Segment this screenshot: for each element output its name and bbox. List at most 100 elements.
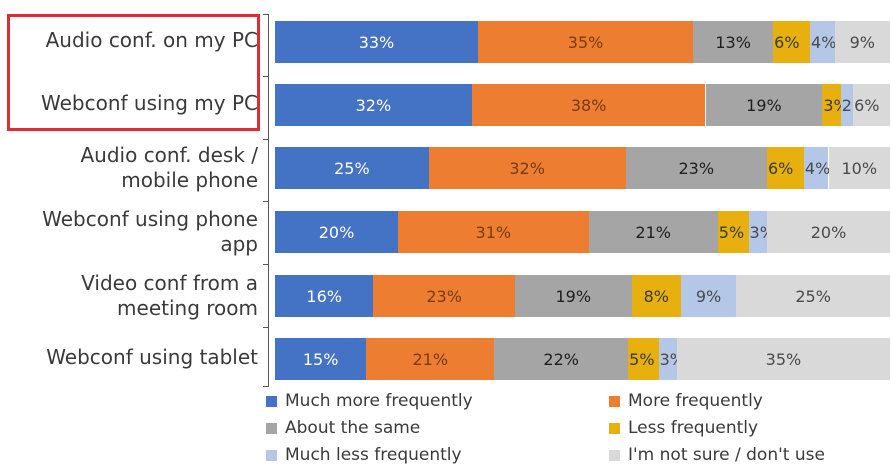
- bar-segment-much-less-frequently: [748, 211, 767, 253]
- data-label: 9%: [849, 32, 875, 52]
- legend-label: More frequently: [628, 391, 763, 411]
- bar-segment-more-frequently: [428, 147, 626, 189]
- bar-segment-much-less-frequently: [658, 338, 677, 380]
- legend-item-more-frequently: More frequently: [609, 391, 763, 411]
- category-label-line: meeting room: [117, 296, 258, 320]
- bar-segment-i-m-not-sure-don-t-use: [676, 338, 890, 380]
- data-label: 35%: [567, 32, 604, 52]
- bar-segment-less-frequently: [773, 21, 811, 63]
- bar-segment-much-more-frequently: [275, 147, 429, 189]
- category-label-audio-conf-desk-mobile-phone: Audio conf. desk / mobile phone: [0, 143, 258, 193]
- bar-segment-much-more-frequently: [275, 84, 472, 126]
- bar-segment-about-the-same: [625, 147, 767, 189]
- data-label: 23%: [426, 286, 462, 306]
- bar-segment-about-the-same: [693, 21, 774, 63]
- data-label: 4%: [804, 158, 831, 178]
- axis-tick: [263, 201, 269, 202]
- category-label-line: Video conf from a: [81, 271, 258, 295]
- legend-swatch: [609, 449, 620, 461]
- bar-segment-much-less-frequently: [810, 21, 835, 63]
- data-label: 4%: [811, 32, 837, 52]
- category-label-webconf-using-phone-app: Webconf using phone app: [0, 207, 258, 257]
- category-label-line: Webconf using tablet: [46, 344, 258, 369]
- legend-item-less-frequently: Less frequently: [609, 418, 758, 438]
- bar-segment-much-less-frequently: [680, 275, 737, 317]
- bar-segment-about-the-same: [494, 338, 629, 380]
- category-label-webconf-using-tablet: Webconf using tablet: [0, 345, 258, 370]
- category-label-audio-conf-on-my-pc: Audio conf. on my PC: [0, 28, 258, 53]
- data-label: 10%: [841, 158, 878, 178]
- data-label: 32%: [509, 158, 545, 178]
- bar-segment-less-frequently: [628, 338, 659, 380]
- bar-segment-less-frequently: [717, 211, 749, 253]
- data-label: 35%: [765, 349, 802, 369]
- legend-label: Much more frequently: [285, 391, 473, 411]
- bar-segment-i-m-not-sure-don-t-use: [828, 147, 890, 189]
- bar-segment-about-the-same: [588, 211, 718, 253]
- bar-segment-much-less-frequently: [803, 147, 829, 189]
- bar-segment-less-frequently: [631, 275, 681, 317]
- data-label: 6%: [768, 158, 794, 178]
- axis-tick: [263, 14, 269, 15]
- data-label: 21%: [635, 222, 671, 242]
- data-label: 20%: [810, 222, 847, 242]
- data-label: 15%: [302, 349, 339, 369]
- data-label: 25%: [334, 158, 370, 178]
- legend-swatch: [609, 422, 620, 434]
- legend-label: About the same: [285, 418, 421, 438]
- bar-segment-much-more-frequently: [275, 338, 367, 380]
- bar-segment-much-less-frequently: [840, 84, 854, 126]
- bar-segment-more-frequently: [477, 21, 694, 63]
- data-label: 13%: [715, 32, 751, 52]
- data-label: 31%: [475, 222, 512, 242]
- legend-item-much-more-frequently: Much more frequently: [266, 391, 473, 411]
- data-label: 23%: [678, 158, 715, 178]
- legend-swatch: [266, 422, 277, 434]
- legend-label: Less frequently: [628, 418, 759, 438]
- bar-segment-much-more-frequently: [275, 275, 374, 317]
- data-label: 20%: [318, 222, 355, 242]
- category-label-line: app: [220, 232, 258, 256]
- bar-segment-i-m-not-sure-don-t-use: [736, 275, 890, 317]
- bar-segment-much-more-frequently: [275, 21, 478, 63]
- category-label-webconf-using-my-pc: Webconf using my PC: [0, 91, 258, 116]
- bar-segment-less-frequently: [767, 147, 804, 189]
- data-label: 5%: [629, 349, 655, 369]
- category-label-video-conf-from-a-meeting-room: Video conf from a meeting room: [0, 271, 258, 321]
- data-label: 32%: [355, 95, 392, 115]
- data-label: 9%: [695, 286, 722, 306]
- category-label-line: Audio conf. desk /: [80, 143, 258, 167]
- bar-segment-more-frequently: [398, 211, 589, 253]
- bar-segment-about-the-same: [705, 84, 823, 126]
- category-label-line: Webconf using my PC: [41, 90, 258, 115]
- bar-segment-more-frequently: [471, 84, 706, 126]
- axis-tick: [263, 264, 269, 265]
- data-label: 19%: [555, 286, 592, 306]
- bar-segment-more-frequently: [373, 275, 515, 317]
- legend-item-about-the-same: About the same: [266, 418, 420, 438]
- category-axis: [268, 14, 269, 386]
- legend-item-i-m-not-sure-don-t-use: I'm not sure / don't use: [609, 445, 825, 465]
- data-label: 8%: [643, 286, 669, 306]
- category-label-line: mobile phone: [121, 168, 258, 192]
- category-label-line: Audio conf. on my PC: [45, 27, 258, 52]
- data-label: 6%: [774, 32, 800, 52]
- data-label: 25%: [795, 286, 831, 306]
- legend-swatch: [266, 395, 277, 407]
- axis-tick: [263, 386, 269, 387]
- legend-label: I'm not sure / don't use: [628, 445, 825, 465]
- axis-tick: [263, 327, 269, 328]
- data-label: 16%: [306, 286, 342, 306]
- legend-item-much-less-frequently: Much less frequently: [266, 445, 462, 465]
- legend-label: Much less frequently: [285, 445, 462, 465]
- data-label: 33%: [358, 32, 395, 52]
- axis-tick: [263, 76, 269, 77]
- bar-segment-less-frequently: [822, 84, 841, 126]
- legend-swatch: [609, 395, 620, 407]
- data-label: 5%: [718, 222, 745, 242]
- bar-segment-more-frequently: [366, 338, 495, 380]
- category-label-line: Webconf using phone: [42, 207, 258, 231]
- bar-segment-i-m-not-sure-don-t-use: [853, 84, 890, 126]
- data-label: 21%: [412, 349, 449, 369]
